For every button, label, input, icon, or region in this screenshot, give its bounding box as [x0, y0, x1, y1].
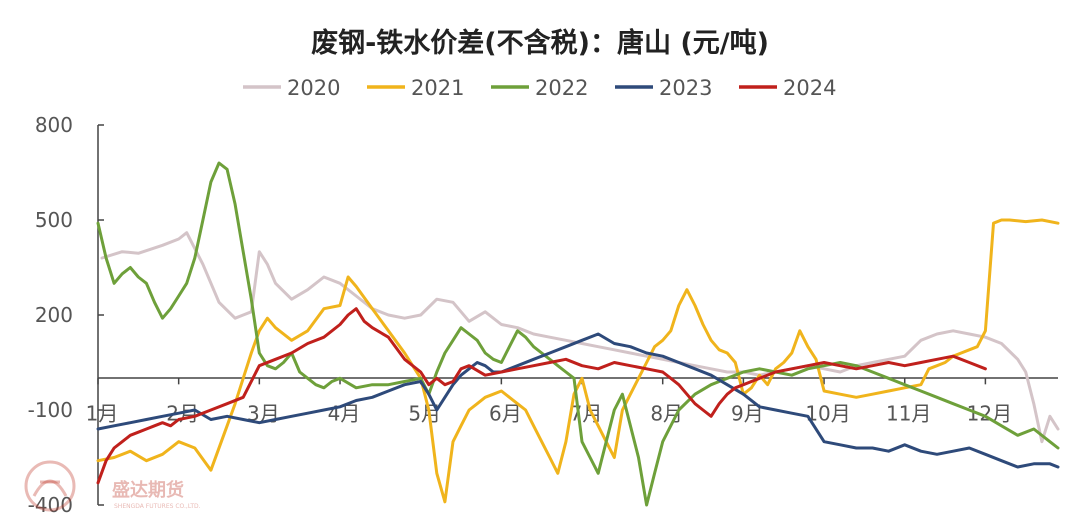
svg-text:盛达期货: 盛达期货: [112, 479, 184, 501]
series-line-2023: [96, 332, 1060, 469]
x-tick-label: 12月: [967, 401, 1012, 425]
x-tick-label: 5月: [408, 401, 441, 425]
legend-label-2023: 2023: [659, 76, 712, 100]
y-ticks: 800 500 200 -100 -400: [28, 113, 104, 517]
x-ticks: 1月 2月 3月 4月 5月 6月 7月 8月 9月 10月 11月 12月: [86, 378, 1012, 425]
chart-title: 废钢-铁水价差(不含税)：唐山 (元/吨): [311, 27, 769, 59]
legend-label-2022: 2022: [535, 76, 588, 100]
legend-label-2020: 2020: [287, 76, 340, 100]
legend: 2020 2021 2022 2023 2024: [243, 76, 836, 100]
y-tick-label: -100: [28, 398, 73, 422]
y-tick-label: 800: [35, 113, 73, 137]
x-tick-label: 1月: [86, 401, 119, 425]
y-tick-label: -400: [28, 493, 73, 517]
x-tick-label: 11月: [886, 401, 931, 425]
legend-label-2021: 2021: [411, 76, 464, 100]
svg-text:SHENGDA FUTURES CO.,LTD.: SHENGDA FUTURES CO.,LTD.: [114, 503, 201, 510]
x-tick-label: 6月: [489, 401, 522, 425]
series-line-2021: [96, 218, 1060, 504]
series-line-2024: [96, 307, 987, 485]
legend-label-2024: 2024: [783, 76, 836, 100]
y-tick-label: 500: [35, 208, 73, 232]
series-lines: [96, 161, 1060, 507]
series-line-2022: [96, 161, 1060, 507]
x-tick-label: 10月: [805, 401, 850, 425]
watermark-logo: 盛达期货 SHENGDA FUTURES CO.,LTD.: [24, 460, 201, 512]
y-tick-label: 200: [35, 303, 73, 327]
series-line-2020: [100, 231, 1060, 444]
